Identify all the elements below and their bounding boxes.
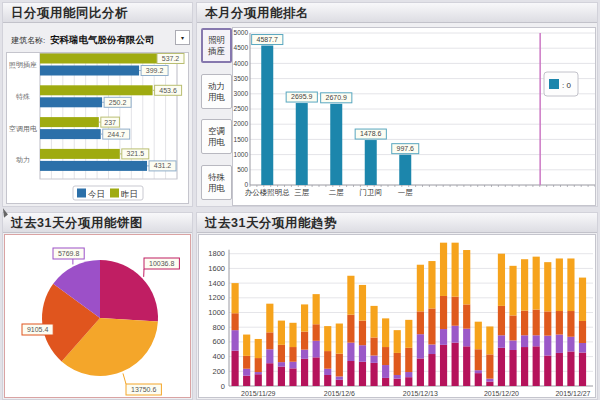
month-rank-chart-svg: 0500100015002000250030003500400045005000…	[233, 28, 595, 205]
svg-text:动力: 动力	[16, 156, 30, 163]
panel-title-pie31: 过去31天分项用能饼图	[3, 213, 192, 233]
panel-trend31: 过去31天分项用能趋势 0 200 400 600 800 1000 1200 1400 160…	[196, 212, 598, 400]
svg-text:800: 800	[212, 323, 225, 332]
svg-text:: 0: : 0	[562, 81, 571, 90]
svg-text:2015/12/20: 2015/12/20	[484, 390, 519, 397]
daily-compare-chart: 照明插座 537.2 399.2 特殊 453.6 250.2 空调用电 237 244.7 动力…	[6, 52, 189, 204]
svg-text:1800: 1800	[208, 249, 225, 258]
svg-text:250.2: 250.2	[109, 99, 127, 106]
pie31-chart: 10036.8 13750.6 9105.4 5769.8	[4, 234, 191, 398]
svg-text:600: 600	[212, 337, 225, 346]
svg-text:2670.9: 2670.9	[326, 94, 348, 101]
pie31-chart-svg: 10036.8 13750.6 9105.4 5769.8	[5, 235, 190, 397]
svg-text:5769.8: 5769.8	[58, 250, 80, 257]
building-name-label: 建筑名称:	[11, 35, 45, 46]
panel-pie31: 过去31天分项用能饼图 10036.8 13750.6 9105.4 5769.8	[2, 212, 193, 400]
svg-text:3500: 3500	[234, 75, 249, 82]
svg-text:10036.8: 10036.8	[149, 260, 174, 267]
svg-text:1500: 1500	[234, 136, 249, 143]
svg-text:1200: 1200	[208, 293, 225, 302]
svg-text:997.6: 997.6	[396, 145, 414, 152]
svg-text:门卫间: 门卫间	[360, 188, 383, 197]
svg-text:三层: 三层	[294, 188, 310, 197]
svg-text:1000: 1000	[234, 151, 249, 158]
panel-title-month-rank: 本月分项用能排名	[197, 3, 597, 23]
svg-text:1600: 1600	[208, 264, 225, 273]
svg-text:1400: 1400	[208, 279, 225, 288]
subitem-button-2[interactable]: 空调用电	[201, 119, 232, 154]
trend31-chart: 0 200 400 600 800 1000 1200 1400 1600 1800 2015/11…	[198, 234, 596, 398]
svg-text:244.7: 244.7	[107, 131, 125, 138]
svg-text:2695.9: 2695.9	[291, 93, 313, 100]
building-dropdown-button[interactable]: ▾	[175, 30, 190, 45]
daily-compare-chart-svg: 照明插座 537.2 399.2 特殊 453.6 250.2 空调用电 237 244.7 动力…	[7, 53, 188, 203]
svg-text:13750.6: 13750.6	[131, 386, 156, 393]
trend31-chart-svg: 0 200 400 600 800 1000 1200 1400 1600 1800 2015/11…	[199, 235, 595, 397]
svg-text:431.2: 431.2	[154, 162, 172, 169]
svg-text:特殊: 特殊	[16, 93, 30, 101]
month-rank-chart: 0500100015002000250030003500400045005000…	[232, 27, 596, 206]
svg-text:4587.7: 4587.7	[257, 36, 279, 43]
svg-text:1000: 1000	[208, 308, 225, 317]
svg-text:二层: 二层	[329, 188, 345, 197]
subitem-button-0[interactable]: 照明插座	[201, 28, 232, 63]
subitem-button-1[interactable]: 动力用电	[201, 74, 232, 109]
svg-text:4500: 4500	[234, 44, 249, 51]
svg-text:0: 0	[221, 382, 225, 391]
svg-text:空调用电: 空调用电	[9, 125, 37, 133]
panel-daily-compare: 日分项用能同比分析 建筑名称: 安科瑞电气股份有限公司 ▾ 照明插座 537.2 3…	[2, 2, 193, 207]
svg-text:照明插座: 照明插座	[9, 61, 37, 69]
svg-text:办公楼照明总: 办公楼照明总	[245, 188, 291, 197]
svg-text:400: 400	[212, 352, 225, 361]
subitem-button-3[interactable]: 特殊用电	[201, 165, 232, 200]
svg-text:2500: 2500	[234, 105, 249, 112]
svg-text:今日: 今日	[88, 189, 105, 199]
svg-text:537.2: 537.2	[162, 55, 180, 62]
svg-text:2015/12/13: 2015/12/13	[403, 390, 438, 397]
svg-text:昨日: 昨日	[121, 189, 138, 199]
svg-text:200: 200	[212, 367, 225, 376]
svg-text:237: 237	[104, 119, 116, 126]
svg-text:9105.4: 9105.4	[27, 326, 49, 333]
svg-text:5000: 5000	[234, 29, 249, 36]
svg-text:2015/12/27: 2015/12/27	[555, 390, 590, 397]
building-selector-row: 建筑名称: 安科瑞电气股份有限公司 ▾	[3, 28, 194, 51]
svg-text:2015/11/29: 2015/11/29	[241, 390, 276, 397]
svg-text:2000: 2000	[234, 120, 249, 127]
building-name-value[interactable]: 安科瑞电气股份有限公司	[50, 34, 155, 47]
svg-text:2015/12/6: 2015/12/6	[324, 390, 355, 397]
svg-text:4000: 4000	[234, 60, 249, 67]
svg-text:3000: 3000	[234, 90, 249, 97]
svg-text:500: 500	[237, 166, 248, 173]
panel-title-daily-compare: 日分项用能同比分析	[3, 3, 192, 23]
svg-text:321.5: 321.5	[127, 150, 145, 157]
panel-title-trend31: 过去31天分项用能趋势	[197, 213, 597, 233]
svg-text:453.6: 453.6	[159, 87, 177, 94]
svg-text:一层: 一层	[398, 188, 414, 197]
svg-text:399.2: 399.2	[146, 67, 164, 74]
panel-month-rank: 本月分项用能排名 照明插座动力用电空调用电特殊用电 05001000150020…	[196, 2, 598, 207]
svg-text:1478.6: 1478.6	[360, 130, 382, 137]
